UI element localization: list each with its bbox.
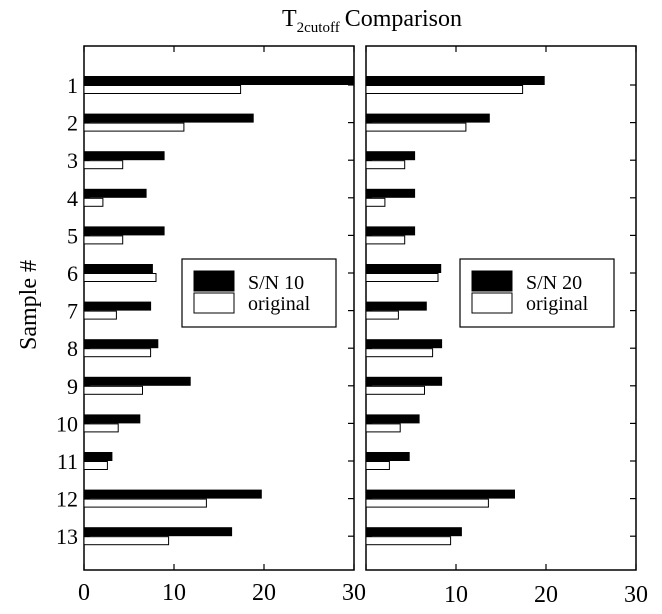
y-tick-label: 3 <box>67 148 78 173</box>
y-tick-label: 5 <box>67 223 78 248</box>
bar-filled-9 <box>365 376 443 386</box>
bar-open-9 <box>83 385 143 395</box>
y-tick-label: 9 <box>67 374 78 399</box>
chart-title-subscript: 2cutoff <box>297 20 340 36</box>
bar-filled-12 <box>365 489 515 499</box>
bar-open-4 <box>365 197 386 207</box>
bar-open-3 <box>365 160 406 170</box>
bar-open-1 <box>83 85 242 94</box>
bar-filled-10 <box>83 414 141 424</box>
bar-open-2 <box>365 122 467 132</box>
bar-filled-11 <box>365 452 410 461</box>
bar-open-12 <box>365 498 489 508</box>
bar-filled-11 <box>83 452 113 461</box>
bar-filled-9 <box>83 376 191 386</box>
y-tick-label: 13 <box>56 524 78 549</box>
legend-box <box>181 258 337 328</box>
bar-filled-4 <box>365 188 416 198</box>
legend-label-filled: S/N 20 <box>526 272 582 294</box>
bar-filled-4 <box>83 188 147 198</box>
bar-open-1 <box>365 85 524 94</box>
bar-filled-6 <box>83 264 153 273</box>
bar-open-10 <box>365 423 401 433</box>
bar-open-2 <box>83 122 185 132</box>
bar-filled-13 <box>83 527 233 537</box>
bar-filled-2 <box>365 113 490 123</box>
bar-filled-3 <box>83 151 165 161</box>
y-tick-label: 6 <box>67 261 78 286</box>
chart-title: T2cutoff Comparison <box>282 6 462 36</box>
bar-open-5 <box>365 235 406 245</box>
bar-open-13 <box>83 536 170 546</box>
bar-open-6 <box>83 273 157 282</box>
bar-filled-5 <box>83 226 165 236</box>
bar-open-12 <box>83 498 207 508</box>
bar-filled-12 <box>83 489 262 499</box>
x-tick-label: 0 <box>78 580 90 606</box>
bar-open-7 <box>83 310 117 320</box>
y-tick-label: 7 <box>67 299 78 324</box>
legend-swatch-filled <box>193 270 235 292</box>
bar-open-3 <box>83 160 124 170</box>
bar-filled-1 <box>365 76 545 85</box>
bar-open-8 <box>83 348 152 358</box>
y-tick-label: 10 <box>56 411 78 436</box>
bar-filled-8 <box>365 339 443 349</box>
bar-open-10 <box>83 423 119 433</box>
chart-title-rest: Comparison <box>345 6 462 32</box>
legend-swatch-open <box>193 292 235 314</box>
x-tick-label: 20 <box>252 580 276 606</box>
legend-label-filled: S/N 10 <box>248 272 304 294</box>
bar-filled-7 <box>83 301 152 311</box>
bar-filled-2 <box>83 113 254 123</box>
bar-filled-3 <box>365 151 416 161</box>
y-tick-label: 2 <box>67 111 78 136</box>
y-axis-label: Sample # <box>16 260 42 350</box>
bar-open-9 <box>365 385 425 395</box>
bar-open-7 <box>365 310 399 320</box>
bar-open-5 <box>83 235 124 245</box>
bar-open-11 <box>365 461 390 470</box>
bar-filled-13 <box>365 527 462 537</box>
y-tick-label: 11 <box>57 449 78 474</box>
legend-label-open: original <box>526 293 589 315</box>
bar-open-6 <box>365 273 439 282</box>
x-tick-label: 20 <box>534 582 558 608</box>
x-tick-label: 30 <box>342 580 366 606</box>
legend-label-open: original <box>248 293 311 315</box>
x-tick-label: 30 <box>624 582 648 608</box>
bar-filled-10 <box>365 414 420 424</box>
bar-filled-5 <box>365 226 416 236</box>
y-tick-label: 1 <box>67 73 78 98</box>
bar-open-4 <box>83 197 104 207</box>
legend-swatch-open <box>471 292 513 314</box>
bar-open-8 <box>365 348 434 358</box>
bar-open-13 <box>365 536 452 546</box>
bar-filled-6 <box>365 264 442 273</box>
bar-filled-7 <box>365 301 427 311</box>
x-tick-label: 10 <box>444 582 468 608</box>
bar-filled-8 <box>83 339 159 349</box>
legend-swatch-filled <box>471 270 513 292</box>
bar-filled-1 <box>83 76 355 85</box>
bar-open-11 <box>83 461 108 470</box>
y-tick-label: 8 <box>67 336 78 361</box>
y-tick-label: 4 <box>67 186 78 211</box>
x-tick-label: 10 <box>162 580 186 606</box>
y-tick-label: 12 <box>56 487 78 512</box>
chart-title-main: T <box>282 6 297 32</box>
